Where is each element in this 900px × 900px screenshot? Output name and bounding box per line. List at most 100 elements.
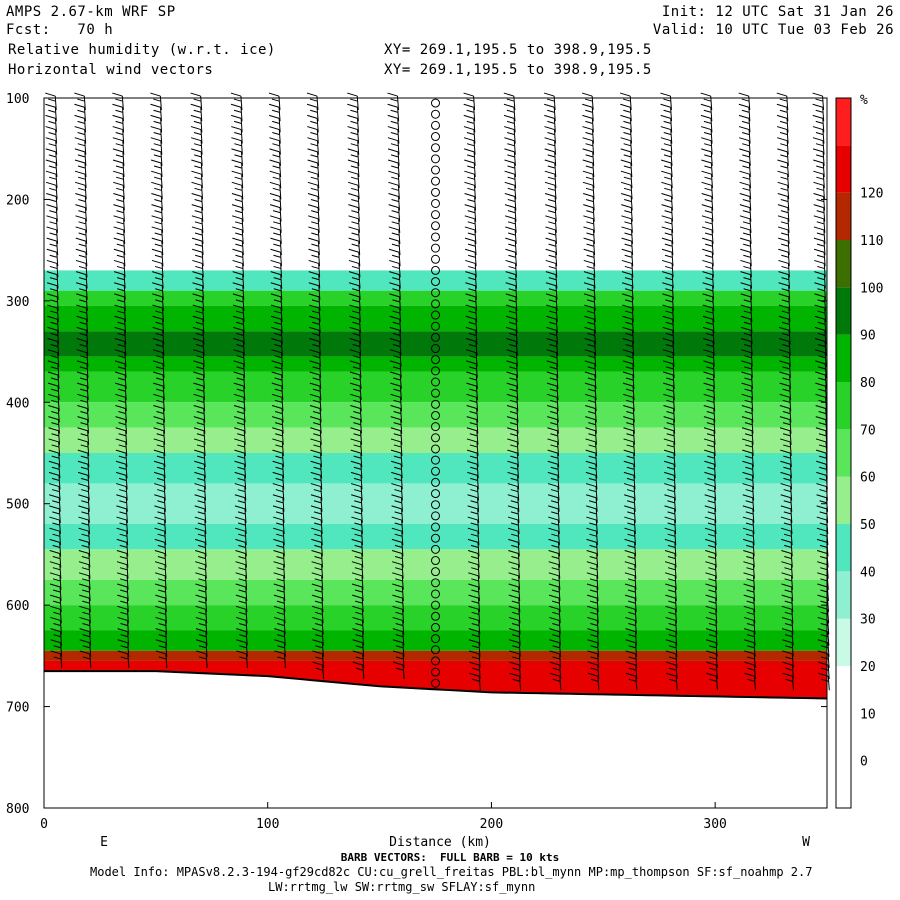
barb-staff	[85, 263, 88, 278]
barb-flag	[192, 304, 203, 309]
barb-staff	[788, 274, 791, 289]
barb-flag	[114, 282, 125, 287]
barb-flag	[664, 254, 673, 258]
barb-flag	[816, 254, 825, 258]
barb-column-2	[112, 92, 130, 668]
barb-flag	[234, 176, 242, 180]
barb-flag	[119, 533, 127, 537]
barb-staff	[59, 586, 62, 602]
calm-marker	[431, 176, 440, 186]
barb-staff	[85, 308, 88, 323]
barb-flag	[312, 628, 323, 633]
barb-staff	[281, 408, 284, 423]
barb-staff	[125, 419, 128, 434]
barb-flag	[49, 254, 57, 258]
barb-flag	[585, 471, 597, 476]
barb-staff	[710, 107, 713, 122]
barb-flag	[740, 259, 751, 264]
barb-flag	[114, 304, 125, 309]
barb-staff	[241, 174, 244, 189]
barb-flag	[78, 277, 87, 281]
barb-flag	[77, 471, 89, 476]
barb-flag	[622, 304, 633, 309]
barb-flag	[623, 176, 632, 180]
barb-flag	[233, 349, 244, 354]
barb-flag	[394, 522, 402, 526]
barb-staff	[712, 352, 715, 367]
barb-flag	[777, 204, 789, 209]
barb-flag	[468, 628, 480, 633]
barb-flag	[47, 293, 58, 298]
barb-flag	[704, 154, 712, 158]
barb-staff	[827, 665, 830, 680]
barb-staff	[751, 453, 754, 468]
barb-staff	[513, 140, 516, 155]
barb-flag	[664, 561, 676, 566]
barb-flag	[665, 277, 673, 281]
barb-staff	[672, 341, 675, 356]
barb-staff	[126, 531, 129, 546]
barb-flag	[585, 427, 596, 432]
barb-flag	[741, 393, 752, 398]
barb-staff	[750, 296, 753, 311]
barb-staff	[279, 207, 282, 222]
barb-flag	[627, 533, 635, 537]
barb-flag	[742, 187, 750, 191]
barb-flag	[814, 315, 825, 320]
barb-flag	[389, 271, 400, 276]
barb-flag	[152, 326, 163, 331]
barb-staff	[84, 151, 87, 166]
barb-flag	[193, 349, 204, 354]
barb-flag	[623, 494, 635, 499]
barb-flag	[620, 126, 631, 131]
barb-flag	[816, 538, 828, 543]
barb-flag	[307, 126, 318, 131]
barb-flag	[234, 221, 243, 225]
barb-flag	[819, 489, 827, 493]
barb-flag	[512, 678, 520, 682]
barb-flag	[707, 522, 716, 526]
barb-flag	[669, 678, 677, 682]
barb-flag	[664, 199, 672, 202]
barb-staff	[558, 586, 561, 602]
barb-flag	[232, 293, 244, 298]
barb-flag	[463, 103, 474, 108]
barb-staff	[318, 341, 321, 356]
barb-flag	[391, 483, 402, 488]
barb-staff	[57, 386, 60, 401]
barb-flag	[467, 254, 476, 258]
barb-staff	[281, 441, 284, 456]
barb-flag	[741, 427, 753, 432]
barb-flag	[625, 299, 633, 303]
barb-staff	[241, 241, 244, 256]
barb-flag	[549, 628, 560, 633]
barb-flag	[465, 315, 476, 320]
barb-staff	[244, 497, 247, 512]
barb-flag	[311, 561, 322, 566]
barb-staff	[517, 542, 520, 557]
barb-flag	[150, 92, 161, 97]
barb-staff	[595, 508, 598, 523]
barb-staff	[161, 229, 164, 244]
barb-flag	[393, 388, 401, 392]
barb-flag	[781, 583, 792, 588]
barb-flag	[352, 299, 360, 303]
barb-flag	[271, 393, 283, 398]
barb-flag	[196, 410, 204, 414]
barb-flag	[194, 471, 205, 476]
calm-marker	[431, 366, 440, 376]
barb-flag	[464, 159, 475, 164]
barb-flag	[271, 349, 282, 354]
barb-flag	[311, 594, 323, 599]
barb-flag	[156, 433, 164, 437]
barb-flag	[77, 460, 89, 465]
rh-band-4	[44, 356, 827, 372]
barb-flag	[387, 137, 399, 142]
barb-flag	[314, 589, 322, 593]
barb-staff	[670, 196, 673, 211]
barb-staff	[283, 575, 286, 590]
barb-flag	[817, 572, 828, 577]
colorbar-frame	[835, 97, 852, 809]
barb-flag	[815, 393, 826, 398]
barb-flag	[237, 511, 246, 515]
